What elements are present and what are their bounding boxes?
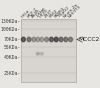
Text: A549: A549 [31,8,41,18]
Text: MCCC2: MCCC2 [78,37,100,42]
Text: 55KDa-: 55KDa- [3,45,21,50]
Text: K562: K562 [49,8,59,18]
Ellipse shape [27,37,31,42]
Ellipse shape [64,37,68,42]
Ellipse shape [50,37,53,42]
Ellipse shape [45,37,48,42]
Ellipse shape [36,52,39,55]
Text: Jurkat: Jurkat [35,7,46,18]
Text: NIH/3T3: NIH/3T3 [68,4,82,18]
Text: 293T: 293T [44,8,54,18]
Text: HeLa: HeLa [20,8,31,18]
Ellipse shape [21,37,25,42]
Text: MCF-7: MCF-7 [26,6,38,18]
Ellipse shape [40,37,44,42]
Ellipse shape [59,37,63,42]
Text: 100KDa-: 100KDa- [0,27,21,32]
Text: SKBR3: SKBR3 [53,6,66,18]
Text: 40KDa-: 40KDa- [3,54,21,59]
Ellipse shape [54,37,58,42]
Text: 130KDa-: 130KDa- [0,19,21,24]
Text: 70KDa-: 70KDa- [3,37,21,42]
Text: Neuro-2a: Neuro-2a [63,2,79,18]
Ellipse shape [32,37,36,42]
Text: 25KDa-: 25KDa- [3,71,21,76]
Ellipse shape [69,37,72,42]
Bar [21,19,76,82]
Text: HepG2: HepG2 [58,6,71,18]
Ellipse shape [40,52,43,55]
Text: HT29: HT29 [39,8,49,18]
Ellipse shape [36,37,40,42]
